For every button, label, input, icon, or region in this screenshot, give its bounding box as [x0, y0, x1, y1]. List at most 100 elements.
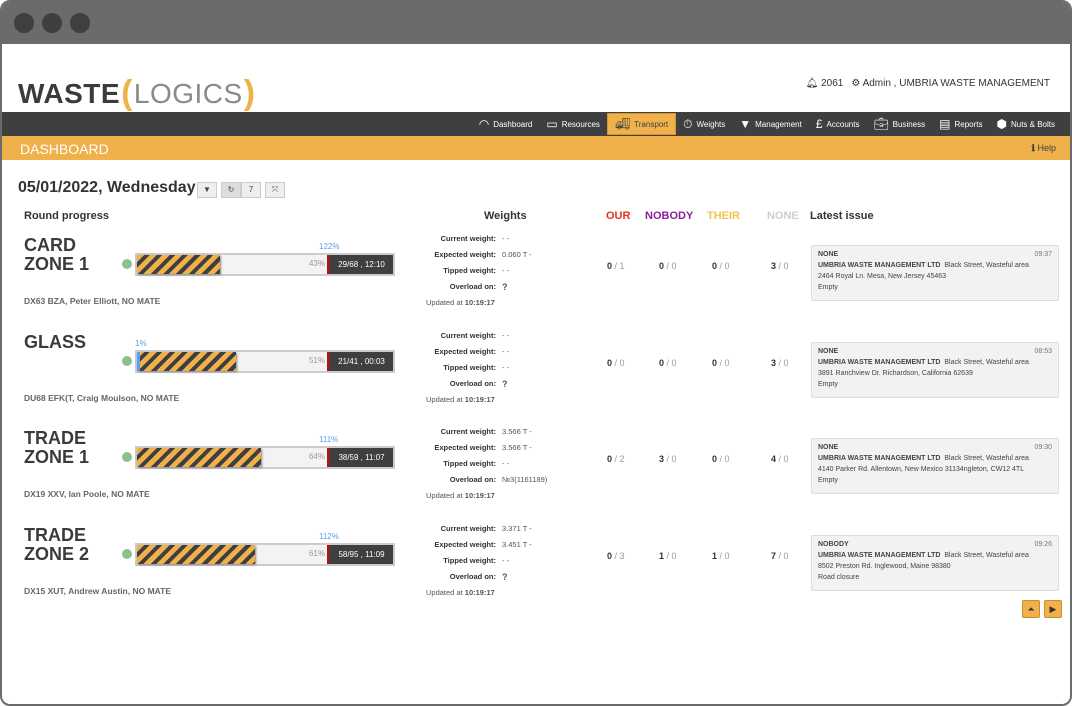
issue-type: NONE	[818, 251, 839, 258]
expected-weight-label: Expected weight:	[434, 346, 496, 356]
our-count[interactable]: 0 / 0	[607, 357, 625, 368]
progress-percent: 64%	[308, 452, 325, 461]
nav-label: Accounts	[826, 119, 860, 129]
our-total: 2	[619, 454, 625, 464]
their-count[interactable]: 1 / 0	[712, 550, 730, 561]
overload-value: ?	[502, 378, 508, 389]
nobody-done: 3	[659, 454, 665, 464]
toolbar: ▼ ↻ 7 ⤧	[197, 182, 285, 198]
progress-summary: 38/59 , 11:07	[327, 448, 393, 467]
page-title: DASHBOARD	[20, 141, 109, 157]
our-count[interactable]: 0 / 2	[607, 454, 625, 464]
issue-address: 4140 Parker Rd. Allentown, New Mexico 31…	[818, 466, 1025, 473]
refresh-button[interactable]: ↻	[221, 182, 241, 198]
our-done: 0	[607, 550, 613, 561]
stopwatch-icon: ⏱︎	[683, 116, 693, 131]
nav-item-accounts[interactable]: £ Accounts	[809, 112, 867, 136]
none-count[interactable]: 3 / 0	[771, 261, 789, 271]
logo-text-a: WASTE	[18, 77, 121, 109]
issue-time: 08:53	[1034, 347, 1052, 355]
nobody-count[interactable]: 0 / 0	[659, 357, 677, 368]
user-menu[interactable]: ⚙ Admin , UMBRIA WASTE MANAGEMENT	[851, 78, 1050, 89]
nav-label: Transport	[634, 119, 669, 129]
vehicle-crew: DX63 BZA, Peter Elliott, NO MATE	[24, 296, 161, 306]
progress-percent: 51%	[308, 355, 325, 365]
latest-issue-card[interactable]: NONE 09:37 UMBRIA WASTE MANAGEMENT LTD B…	[811, 245, 1059, 301]
logo[interactable]: WASTE(LOGICS)	[18, 74, 257, 113]
their-done: 1	[712, 550, 718, 561]
nav-item-business[interactable]: 💼︎ Business	[866, 112, 932, 136]
overload-weight-label: Overload on:	[449, 282, 496, 291]
latest-issue-card[interactable]: NONE 08:53 UMBRIA WASTE MANAGEMENT LTD B…	[811, 341, 1059, 398]
zone-name[interactable]: TRADE ZONE 2	[24, 524, 90, 564]
their-count[interactable]: 0 / 0	[712, 357, 730, 368]
zone-name[interactable]: GLASS	[24, 331, 87, 352]
none-count[interactable]: 4 / 0	[771, 454, 789, 464]
marker-line	[137, 351, 140, 371]
nobody-count[interactable]: 1 / 0	[659, 550, 677, 561]
updated-label: Updated at	[426, 394, 463, 404]
nav-item-reports[interactable]: ▤ Reports	[932, 112, 989, 136]
progress-summary: 21/41 , 00:03	[327, 351, 393, 371]
round-progress-bar[interactable]: 112% 61% 58/95 , 11:09	[135, 532, 395, 566]
nav-label: Business	[892, 119, 926, 129]
our-total: 1	[619, 261, 625, 271]
updated-label: Updated at	[426, 587, 463, 597]
round-progress-bar[interactable]: 1% 51% 21/41 , 00:03	[135, 339, 395, 373]
updated-at: Updated at 10:19:17	[426, 588, 495, 597]
none-count[interactable]: 7 / 0	[771, 550, 789, 561]
current-value: - -	[502, 330, 510, 340]
overload-value: ?	[502, 282, 508, 292]
zone-name[interactable]: CARD ZONE 1	[24, 235, 90, 274]
issue-address: 3891 Ranchview Dr. Richardson, Californi…	[818, 369, 973, 377]
next-button[interactable]: ▶	[1044, 600, 1062, 618]
maximize-window-button[interactable]	[70, 13, 90, 33]
overload-value: №3(1161189)	[502, 475, 548, 484]
days-button[interactable]: 7	[241, 182, 261, 198]
nobody-count[interactable]: 3 / 0	[659, 454, 677, 464]
their-count[interactable]: 0 / 0	[712, 454, 730, 464]
nobody-total: 0	[671, 357, 677, 368]
nobody-header: NOBODY	[645, 210, 694, 222]
minimize-window-button[interactable]	[42, 13, 62, 33]
their-count[interactable]: 0 / 0	[712, 261, 730, 271]
nav-item-dashboard[interactable]: ◠ Dashboard	[472, 112, 540, 136]
nav-item-nuts-bolts[interactable]: ⬢ Nuts & Bolts	[990, 112, 1063, 136]
progress-summary: 58/95 , 11:09	[327, 544, 393, 564]
nav-label: Nuts & Bolts	[1010, 119, 1055, 129]
status-dot	[122, 355, 132, 366]
current-value: 3.566 T -	[502, 427, 532, 436]
none-count[interactable]: 3 / 0	[771, 357, 789, 368]
latest-issue-card[interactable]: NOBODY 09:26 UMBRIA WASTE MANAGEMENT LTD…	[811, 534, 1059, 591]
filter-button[interactable]: ▼	[197, 182, 217, 198]
issue-type: NONE	[818, 347, 839, 355]
nav-item-transport[interactable]: 🚚︎ Transport	[606, 113, 677, 135]
round-progress-header: Round progress	[24, 210, 109, 222]
latest-issue-card[interactable]: NONE 09:30 UMBRIA WASTE MANAGEMENT LTD B…	[811, 438, 1059, 494]
help-link[interactable]: ℹ Help	[1032, 143, 1056, 154]
our-count[interactable]: 0 / 1	[607, 261, 625, 271]
issue-company: UMBRIA WASTE MANAGEMENT LTD	[818, 262, 941, 269]
close-window-button[interactable]	[14, 13, 34, 33]
notifications[interactable]: 🔔︎ 2061	[806, 78, 844, 89]
updated-time: 10:19:17	[464, 491, 495, 500]
issue-area: Black Street, Wasteful area	[944, 455, 1029, 462]
gear-icon: ⚙	[851, 78, 861, 89]
nav-item-management[interactable]: ▼ Management	[732, 112, 809, 136]
nobody-count[interactable]: 0 / 0	[659, 261, 677, 271]
tie-icon: ▼	[739, 117, 752, 131]
fullscreen-button[interactable]: ⤧	[265, 182, 285, 198]
help-label: Help	[1037, 143, 1056, 153]
info-icon: ℹ	[1031, 143, 1035, 153]
round-progress-bar[interactable]: 111% 64% 38/59 , 11:07	[135, 435, 395, 469]
nav-label: Weights	[696, 119, 726, 129]
round-progress-bar[interactable]: 122% 43% 29/68 , 12:10	[135, 242, 395, 276]
none-header: NONE	[767, 210, 799, 222]
current-weight-label: Current weight:	[440, 427, 496, 436]
zone-name[interactable]: TRADE ZONE 1	[24, 428, 90, 467]
scroll-top-button[interactable]: ⏶	[1022, 600, 1040, 618]
nav-item-resources[interactable]: ▭ Resources	[539, 112, 607, 136]
nav-item-weights[interactable]: ⏱︎ Weights	[676, 112, 732, 136]
updated-label: Updated at	[426, 491, 463, 500]
our-count[interactable]: 0 / 3	[607, 550, 625, 561]
